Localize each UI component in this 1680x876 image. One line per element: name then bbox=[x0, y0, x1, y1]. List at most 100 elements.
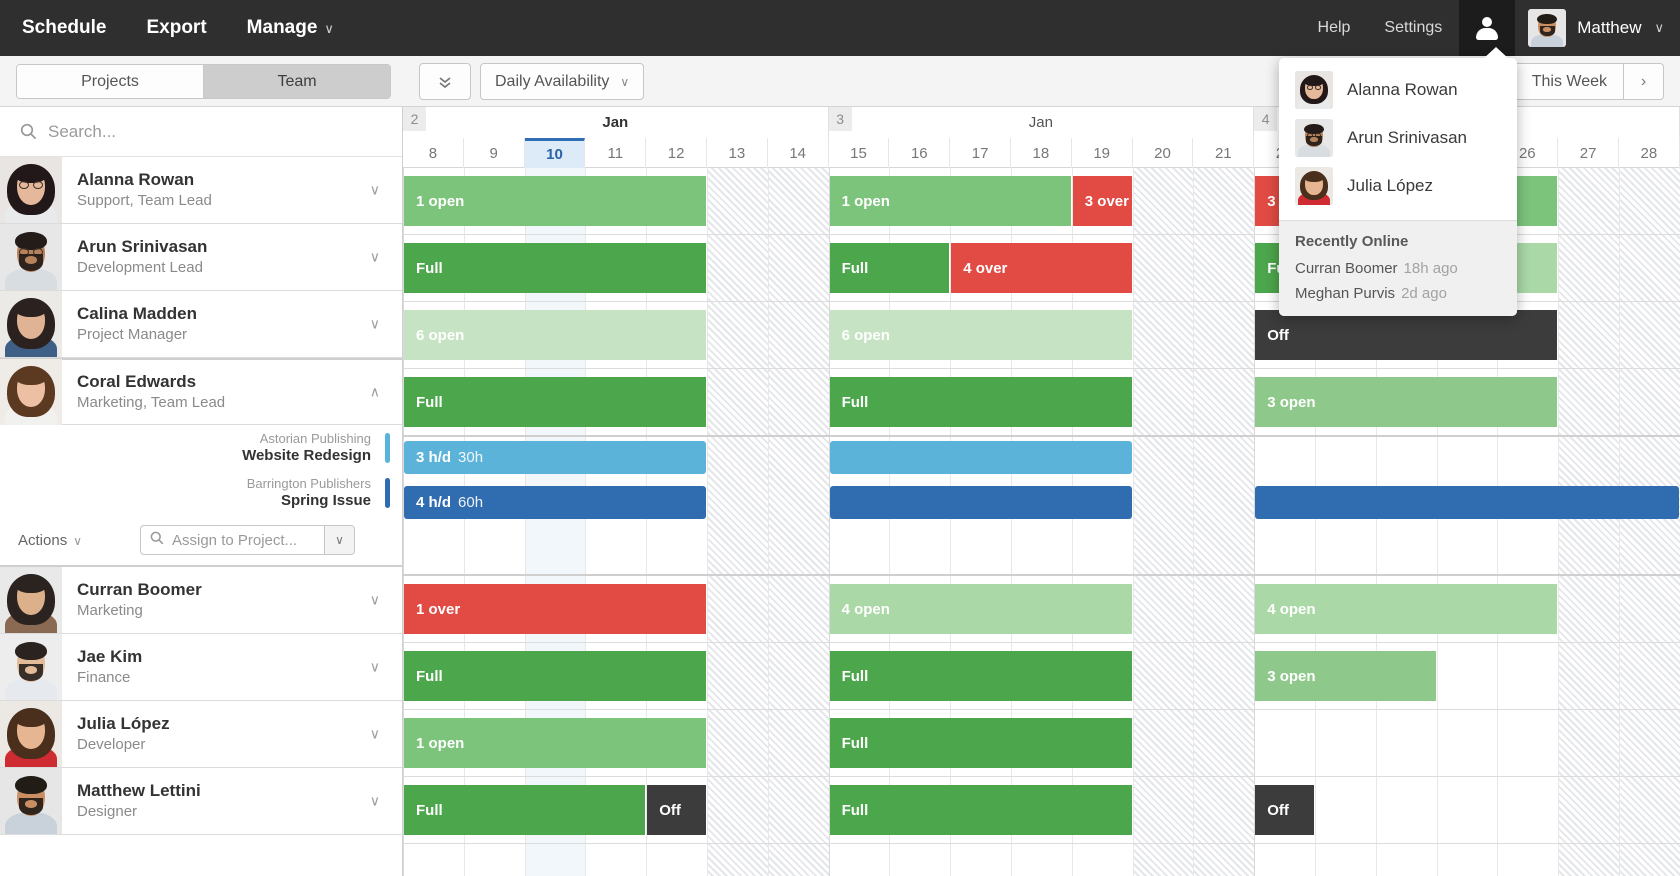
member-name: Coral Edwards bbox=[77, 372, 197, 391]
nav-link-settings[interactable]: Settings bbox=[1384, 19, 1443, 36]
day-header-26[interactable]: 26 bbox=[1497, 138, 1559, 168]
chevron-down-icon[interactable]: ∨ bbox=[369, 248, 380, 265]
availability-bar[interactable]: 3 over bbox=[1072, 176, 1132, 226]
project-bar[interactable] bbox=[829, 441, 1132, 474]
popover-person-item[interactable]: Julia López bbox=[1279, 162, 1517, 210]
nav-item-export[interactable]: Export bbox=[126, 0, 226, 56]
availability-bar[interactable]: 3 open bbox=[1255, 651, 1436, 701]
day-header-14[interactable]: 14 bbox=[768, 138, 829, 168]
availability-bar-label: 6 open bbox=[841, 326, 890, 344]
project-bar-hours: 30h bbox=[458, 449, 484, 466]
project-client: Astorian Publishing bbox=[259, 430, 371, 446]
recently-online-item[interactable]: Curran Boomer 18h ago bbox=[1295, 260, 1501, 277]
availability-bar[interactable]: Off bbox=[1255, 310, 1558, 360]
nav-item-manage[interactable]: Manage ∨ bbox=[227, 0, 354, 57]
grid-line bbox=[1071, 168, 1073, 876]
search-input[interactable]: Search... bbox=[0, 107, 402, 157]
day-header-10[interactable]: 10 bbox=[524, 138, 586, 168]
availability-bar[interactable]: Full bbox=[404, 377, 706, 427]
actions-menu-button[interactable]: Actions ∨ bbox=[18, 532, 82, 549]
day-header-17[interactable]: 17 bbox=[950, 138, 1011, 168]
availability-bar[interactable]: Full bbox=[829, 718, 1132, 768]
member-meta: Matthew Lettini Designer bbox=[62, 780, 201, 822]
availability-bar[interactable]: 1 open bbox=[829, 176, 1071, 226]
chevron-up-icon[interactable]: ∧ bbox=[369, 383, 380, 400]
list-item[interactable]: Matthew Lettini Designer ∨ bbox=[0, 768, 402, 835]
day-header-9[interactable]: 9 bbox=[464, 138, 525, 168]
next-week-button[interactable]: › bbox=[1624, 63, 1664, 100]
availability-bar[interactable]: Full bbox=[404, 785, 646, 835]
day-header-12[interactable]: 12 bbox=[646, 138, 707, 168]
chevron-down-icon[interactable]: ∨ bbox=[369, 181, 380, 198]
weekend-column bbox=[1558, 168, 1619, 876]
day-header-20[interactable]: 20 bbox=[1133, 138, 1194, 168]
list-item[interactable]: Calina Madden Project Manager ∨ bbox=[0, 291, 402, 358]
project-assignment-row[interactable]: Astorian Publishing Website Redesign bbox=[0, 425, 402, 470]
day-header-16[interactable]: 16 bbox=[889, 138, 951, 168]
day-header-18[interactable]: 18 bbox=[1011, 138, 1072, 168]
list-item[interactable]: Alanna Rowan Support, Team Lead ∨ bbox=[0, 157, 402, 224]
nav-item-schedule[interactable]: Schedule bbox=[0, 0, 126, 56]
list-item[interactable]: Curran Boomer Marketing ∨ bbox=[0, 567, 402, 634]
day-header-15[interactable]: 15 bbox=[829, 138, 890, 168]
account-menu-button[interactable]: Matthew ∨ bbox=[1515, 0, 1680, 56]
availability-bar[interactable]: 1 over bbox=[404, 584, 706, 634]
chevron-down-icon[interactable]: ∨ bbox=[369, 658, 380, 675]
grid-line bbox=[1436, 168, 1438, 876]
list-item[interactable]: Julia López Developer ∨ bbox=[0, 701, 402, 768]
availability-view-select[interactable]: Daily Availability ∨ bbox=[480, 63, 645, 100]
list-item[interactable]: Coral Edwards Marketing, Team Lead ∧ bbox=[0, 358, 402, 425]
people-menu-button[interactable] bbox=[1459, 0, 1516, 56]
availability-bar[interactable]: Off bbox=[647, 785, 706, 835]
availability-bar[interactable]: Full bbox=[404, 243, 706, 293]
collapse-all-button[interactable] bbox=[419, 63, 471, 100]
assign-to-project-input[interactable]: Assign to Project... bbox=[141, 526, 324, 554]
availability-bar[interactable]: Full bbox=[829, 243, 950, 293]
chevron-down-icon[interactable]: ∨ bbox=[369, 315, 380, 332]
availability-bar[interactable]: Full bbox=[829, 377, 1132, 427]
chevron-down-icon[interactable]: ∨ bbox=[369, 591, 380, 608]
list-item[interactable]: Jae Kim Finance ∨ bbox=[0, 634, 402, 701]
availability-bar[interactable]: Off bbox=[1255, 785, 1314, 835]
day-header-11[interactable]: 11 bbox=[585, 138, 647, 168]
availability-bar[interactable]: 4 over bbox=[951, 243, 1132, 293]
day-header-21[interactable]: 21 bbox=[1193, 138, 1255, 168]
chevron-down-icon[interactable]: ∨ bbox=[369, 792, 380, 809]
day-header-8[interactable]: 8 bbox=[403, 138, 464, 168]
recently-online-item[interactable]: Meghan Purvis 2d ago bbox=[1295, 285, 1501, 302]
row-divider bbox=[403, 574, 1680, 576]
availability-bar[interactable]: 1 open bbox=[404, 718, 706, 768]
project-bar[interactable] bbox=[1255, 486, 1679, 519]
popover-person-item[interactable]: Arun Srinivasan bbox=[1279, 114, 1517, 162]
availability-bar[interactable]: 6 open bbox=[404, 310, 706, 360]
chevron-down-icon[interactable]: ∨ bbox=[324, 526, 354, 554]
availability-bar[interactable]: 1 open bbox=[404, 176, 706, 226]
availability-bar[interactable]: 3 open bbox=[1255, 377, 1558, 427]
day-header-13[interactable]: 13 bbox=[707, 138, 768, 168]
day-header-27[interactable]: 27 bbox=[1558, 138, 1619, 168]
this-week-button[interactable]: This Week bbox=[1514, 63, 1624, 100]
project-bar[interactable]: 3 h/d 30h bbox=[404, 441, 706, 474]
availability-bar[interactable]: Full bbox=[829, 785, 1132, 835]
member-role: Development Lead bbox=[77, 259, 203, 276]
recently-online-title: Recently Online bbox=[1295, 233, 1409, 250]
availability-bar[interactable]: Full bbox=[404, 651, 706, 701]
day-header-28[interactable]: 28 bbox=[1619, 138, 1680, 168]
list-item[interactable]: Arun Srinivasan Development Lead ∨ bbox=[0, 224, 402, 291]
tab-projects[interactable]: Projects bbox=[17, 65, 203, 98]
chevron-down-icon[interactable]: ∨ bbox=[369, 725, 380, 742]
availability-bar[interactable]: 4 open bbox=[1255, 584, 1558, 634]
day-header-19[interactable]: 19 bbox=[1072, 138, 1133, 168]
tab-team[interactable]: Team bbox=[203, 65, 390, 98]
availability-bar[interactable]: 6 open bbox=[829, 310, 1132, 360]
availability-bar[interactable]: 4 open bbox=[829, 584, 1132, 634]
avatar bbox=[1295, 119, 1333, 157]
assign-to-project-select[interactable]: Assign to Project... ∨ bbox=[140, 525, 355, 555]
nav-link-help[interactable]: Help bbox=[1317, 19, 1351, 36]
project-bar[interactable] bbox=[829, 486, 1132, 519]
availability-bar[interactable]: Full bbox=[829, 651, 1132, 701]
project-bar[interactable]: 4 h/d 60h bbox=[404, 486, 706, 519]
project-assignment-row[interactable]: Barrington Publishers Spring Issue bbox=[0, 470, 402, 515]
popover-person-item[interactable]: Alanna Rowan bbox=[1279, 66, 1517, 114]
